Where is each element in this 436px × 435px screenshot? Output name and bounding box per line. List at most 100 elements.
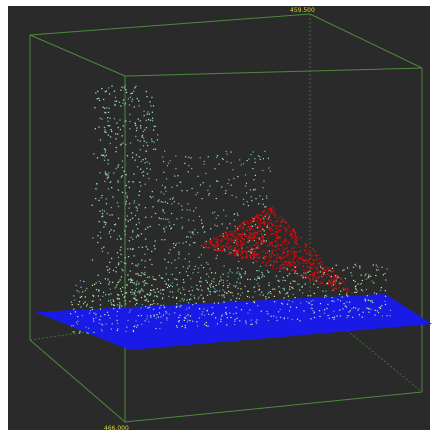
point <box>280 258 281 259</box>
point <box>366 279 367 280</box>
point <box>347 315 348 316</box>
point <box>313 313 314 314</box>
point <box>134 255 135 256</box>
point <box>98 200 99 201</box>
point <box>287 264 288 265</box>
point <box>247 227 248 228</box>
point <box>220 321 221 322</box>
point <box>314 274 315 275</box>
point <box>278 311 279 312</box>
point <box>197 325 198 326</box>
point <box>243 163 244 164</box>
point <box>183 282 184 283</box>
point <box>138 235 139 236</box>
point <box>136 127 137 128</box>
point <box>102 331 103 332</box>
point <box>325 266 326 267</box>
point <box>169 222 170 223</box>
point <box>164 212 165 213</box>
point <box>270 228 271 229</box>
point <box>262 250 263 251</box>
point <box>244 224 245 225</box>
point <box>262 262 263 263</box>
point <box>254 240 255 241</box>
point <box>100 139 101 140</box>
point <box>76 285 77 286</box>
point <box>192 304 193 305</box>
point <box>248 242 249 243</box>
point <box>226 314 227 315</box>
point <box>292 319 293 320</box>
point <box>362 317 363 318</box>
point <box>79 301 80 302</box>
point <box>136 283 137 284</box>
point <box>100 118 101 119</box>
point <box>249 309 250 310</box>
point <box>140 149 141 150</box>
point <box>262 187 263 188</box>
point <box>92 285 93 286</box>
point <box>222 289 223 290</box>
point <box>117 311 118 312</box>
point <box>257 227 258 228</box>
point <box>236 239 237 240</box>
point <box>234 242 235 243</box>
point <box>222 235 223 236</box>
point <box>267 224 268 225</box>
point <box>97 242 98 243</box>
point <box>246 254 247 255</box>
point <box>205 173 206 174</box>
point <box>122 294 123 295</box>
point <box>360 284 361 285</box>
point <box>89 313 90 314</box>
point <box>129 208 130 209</box>
point <box>357 290 358 291</box>
point <box>148 119 149 120</box>
point <box>279 225 280 226</box>
point <box>138 264 139 265</box>
point <box>227 242 228 243</box>
point <box>94 313 95 314</box>
point <box>286 240 287 241</box>
point <box>221 247 222 248</box>
point <box>129 128 130 129</box>
point <box>237 251 238 252</box>
point <box>132 231 133 232</box>
point <box>243 204 244 205</box>
point <box>323 274 324 275</box>
point <box>206 241 207 242</box>
point <box>102 296 103 297</box>
point <box>245 234 246 235</box>
point <box>282 258 283 259</box>
point <box>234 214 235 215</box>
point <box>96 282 97 283</box>
point <box>122 135 123 136</box>
point <box>120 105 121 106</box>
point <box>138 247 139 248</box>
point <box>245 185 246 186</box>
point <box>368 300 369 301</box>
point <box>208 264 209 265</box>
point <box>311 308 312 309</box>
point <box>249 226 250 227</box>
point <box>273 230 274 231</box>
point <box>253 229 254 230</box>
point <box>134 282 135 283</box>
point <box>375 314 376 315</box>
point <box>361 275 362 276</box>
point <box>288 300 289 301</box>
point <box>340 277 341 278</box>
point <box>145 158 146 159</box>
point <box>107 253 108 254</box>
point <box>228 247 229 248</box>
point <box>242 243 243 244</box>
point <box>218 237 219 238</box>
point <box>357 309 358 310</box>
point <box>196 303 197 304</box>
point <box>289 261 290 262</box>
point <box>144 280 145 281</box>
point <box>311 268 312 269</box>
point <box>210 286 211 287</box>
point <box>173 243 174 244</box>
point <box>286 255 287 256</box>
